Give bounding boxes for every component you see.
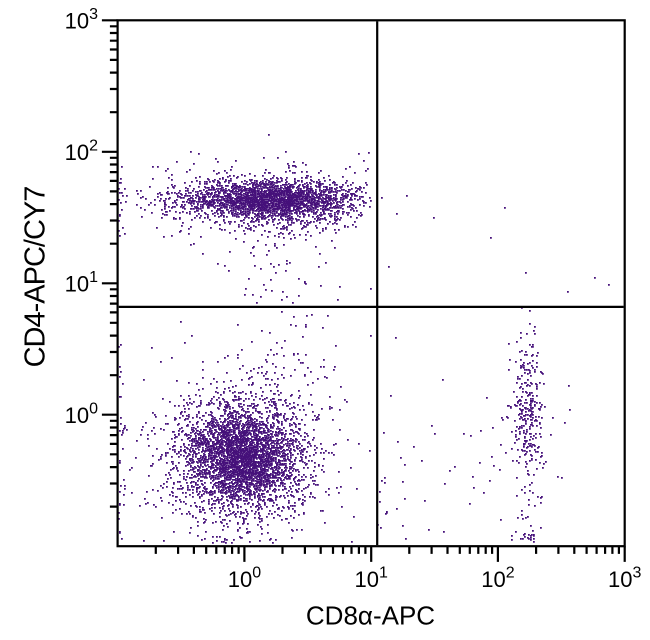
svg-text:102: 102 (481, 565, 514, 592)
svg-text:CD4-APC/CY7: CD4-APC/CY7 (20, 187, 52, 368)
svg-text:103: 103 (608, 565, 641, 592)
svg-text:101: 101 (355, 565, 388, 592)
svg-text:100: 100 (65, 401, 98, 428)
svg-text:102: 102 (65, 138, 98, 165)
svg-text:100: 100 (228, 565, 261, 592)
svg-text:103: 103 (65, 6, 98, 33)
svg-text:CD8α-APC: CD8α-APC (306, 601, 435, 631)
svg-text:101: 101 (65, 269, 98, 296)
